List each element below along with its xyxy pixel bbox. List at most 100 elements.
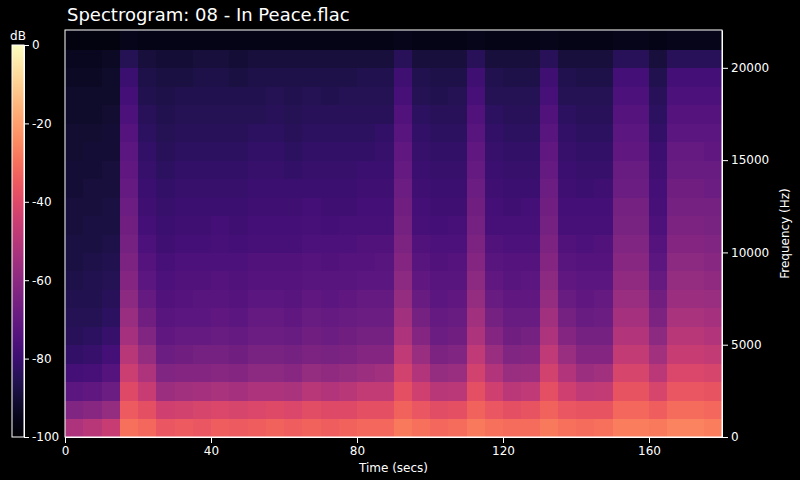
- heatmap-cell: [339, 382, 358, 401]
- heatmap-cell: [631, 252, 650, 271]
- tick-label: -100: [32, 430, 59, 444]
- tick: -100: [24, 430, 59, 444]
- heatmap-cell: [302, 30, 321, 50]
- heatmap-cell: [138, 345, 157, 364]
- heatmap-cell: [65, 105, 84, 124]
- heatmap-cell: [412, 160, 431, 179]
- heatmap-cell: [321, 289, 340, 308]
- heatmap-cell: [412, 105, 431, 124]
- heatmap-cell: [193, 252, 212, 271]
- heatmap-cell: [65, 68, 84, 87]
- heatmap-cell: [613, 49, 632, 68]
- heatmap-cell: [156, 197, 175, 216]
- heatmap-cell: [686, 400, 705, 419]
- heatmap-cell: [686, 345, 705, 364]
- heatmap-cell: [138, 252, 157, 271]
- chart: 0408012016005000100001500020000Spectrogr…: [0, 0, 800, 480]
- background: [0, 0, 800, 480]
- heatmap-cell: [193, 419, 212, 437]
- heatmap-cell: [248, 234, 267, 253]
- heatmap-cell: [248, 345, 267, 364]
- heatmap-cell: [412, 179, 431, 198]
- heatmap-cell: [211, 289, 230, 308]
- plot-frame: [65, 30, 722, 437]
- heatmap-cell: [485, 400, 504, 419]
- heatmap-cell: [576, 30, 595, 50]
- heatmap-cell: [631, 105, 650, 124]
- heatmap-cell: [521, 289, 540, 308]
- heatmap-cell: [375, 363, 394, 382]
- heatmap-cell: [175, 49, 194, 68]
- heatmap-cell: [704, 419, 722, 437]
- heatmap-cell: [704, 363, 722, 382]
- heatmap-cell: [430, 289, 449, 308]
- heatmap-cell: [686, 30, 705, 50]
- heatmap-cell: [357, 252, 376, 271]
- heatmap-cell: [613, 86, 632, 105]
- heatmap-cell: [521, 197, 540, 216]
- heatmap-cell: [503, 142, 522, 161]
- tick-label: 80: [350, 444, 365, 458]
- heatmap-cell: [503, 105, 522, 124]
- heatmap-cell: [120, 271, 139, 290]
- heatmap-cell: [229, 308, 248, 327]
- heatmap-cell: [175, 123, 194, 142]
- heatmap-cell: [156, 271, 175, 290]
- heatmap-cell: [65, 123, 84, 142]
- heatmap-cell: [394, 419, 413, 437]
- heatmap-cell: [448, 234, 467, 253]
- heatmap-cell: [467, 68, 486, 87]
- tick-mark: [722, 160, 728, 161]
- heatmap-cell: [375, 142, 394, 161]
- heatmap-cell: [394, 179, 413, 198]
- heatmap-cell: [448, 345, 467, 364]
- heatmap-cell: [266, 234, 285, 253]
- heatmap-cell: [175, 363, 194, 382]
- heatmap-cell: [357, 216, 376, 235]
- tick-label: 0: [62, 444, 70, 458]
- heatmap-cell: [156, 400, 175, 419]
- heatmap-cell: [211, 216, 230, 235]
- heatmap-cell: [686, 105, 705, 124]
- heatmap-cell: [667, 234, 686, 253]
- heatmap-cell: [576, 68, 595, 87]
- heatmap-cell: [156, 123, 175, 142]
- heatmap-cell: [284, 400, 303, 419]
- heatmap-cell: [65, 216, 84, 235]
- heatmap-cell: [193, 400, 212, 419]
- heatmap-cell: [649, 86, 668, 105]
- heatmap-cell: [613, 68, 632, 87]
- heatmap-cell: [686, 289, 705, 308]
- heatmap-cell: [248, 142, 267, 161]
- heatmap-cell: [686, 234, 705, 253]
- heatmap-cell: [704, 326, 722, 345]
- heatmap-cell: [594, 326, 613, 345]
- heatmap-cell: [631, 419, 650, 437]
- heatmap-cell: [120, 252, 139, 271]
- heatmap-cell: [594, 345, 613, 364]
- heatmap-cell: [321, 30, 340, 50]
- heatmap-cell: [467, 234, 486, 253]
- heatmap-cell: [375, 400, 394, 419]
- heatmap-cell: [485, 179, 504, 198]
- heatmap-cell: [631, 326, 650, 345]
- heatmap-cell: [248, 252, 267, 271]
- heatmap-cell: [704, 382, 722, 401]
- heatmap-cell: [558, 345, 577, 364]
- heatmap-cell: [138, 179, 157, 198]
- heatmap-cell: [193, 345, 212, 364]
- heatmap-cell: [540, 234, 559, 253]
- heatmap-cell: [576, 49, 595, 68]
- heatmap-cell: [138, 382, 157, 401]
- heatmap-cell: [138, 271, 157, 290]
- heatmap-cell: [649, 252, 668, 271]
- heatmap-cell: [102, 382, 121, 401]
- tick-mark: [24, 280, 29, 281]
- heatmap-cell: [485, 68, 504, 87]
- tick-label: 0: [731, 430, 739, 444]
- heatmap-cell: [284, 105, 303, 124]
- heatmap-cell: [193, 363, 212, 382]
- heatmap-cell: [156, 382, 175, 401]
- heatmap-cell: [649, 419, 668, 437]
- heatmap-cell: [576, 179, 595, 198]
